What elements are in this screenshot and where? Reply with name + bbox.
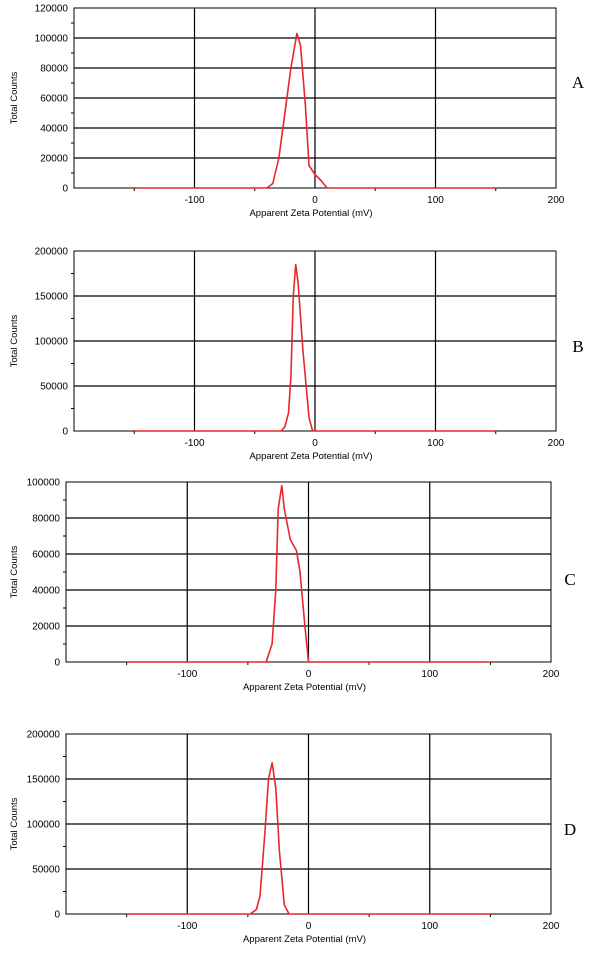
x-axis-label: Apparent Zeta Potential (mV): [243, 682, 366, 693]
x-tick-label: 100: [421, 921, 438, 932]
y-axis-label: Total Counts: [9, 314, 20, 367]
y-axis-label: Total Counts: [9, 71, 20, 124]
x-tick-label: -100: [184, 195, 204, 206]
panel-label: A: [572, 73, 585, 92]
y-axis-label: Total Counts: [9, 545, 20, 598]
x-tick-label: 200: [543, 669, 560, 680]
chart-panel-d: 0 50000 100000 150000 200000 -100 0 100 200 Appar…: [9, 730, 576, 946]
x-axis-label: Apparent Zeta Potential (mV): [249, 451, 372, 462]
y-tick-label: 0: [62, 184, 68, 195]
y-tick-label: 0: [54, 658, 60, 669]
series-line: [134, 32, 496, 189]
series-line: [126, 761, 491, 915]
y-tick-label: 0: [62, 427, 68, 438]
y-tick-label: 100000: [27, 478, 61, 489]
y-tick-label: 200000: [35, 247, 69, 258]
y-tick-label: 80000: [32, 514, 60, 525]
x-tick-label: 0: [312, 438, 318, 449]
x-tick-label: 0: [306, 921, 312, 932]
y-tick-label: 0: [54, 910, 60, 921]
y-tick-label: 100000: [35, 34, 69, 45]
series-line: [126, 484, 491, 663]
y-tick-label: 60000: [32, 550, 60, 561]
x-tick-label: -100: [184, 438, 204, 449]
x-tick-label: 100: [421, 669, 438, 680]
y-axis-label: Total Counts: [9, 797, 20, 850]
x-tick-label: 200: [548, 438, 565, 449]
panel-label: C: [564, 570, 575, 589]
y-tick-label: 20000: [32, 622, 60, 633]
y-tick-label: 50000: [40, 382, 68, 393]
y-tick-label: 60000: [40, 94, 68, 105]
y-tick-label: 200000: [27, 730, 61, 741]
x-tick-label: 100: [427, 438, 444, 449]
y-tick-label: 50000: [32, 865, 60, 876]
panel-label: B: [572, 337, 583, 356]
y-tick-label: 40000: [32, 586, 60, 597]
y-tick-label: 120000: [35, 4, 69, 15]
x-tick-label: 0: [306, 669, 312, 680]
x-tick-label: 100: [427, 195, 444, 206]
y-tick-label: 150000: [27, 775, 61, 786]
chart-panel-c: 0 20000 40000 60000 80000 100000 -100 0 100 200 Ap…: [9, 478, 576, 694]
chart-panel-b: 0 50000 100000 150000 200000 -100 0 100 200 Appar…: [9, 247, 584, 463]
x-tick-label: 200: [548, 195, 565, 206]
chart-panel-a: 0 20000 40000 60000 80000 100000 120000 -100 0 10…: [9, 4, 585, 220]
y-tick-label: 80000: [40, 64, 68, 75]
panel-label: D: [564, 820, 576, 839]
x-axis-label: Apparent Zeta Potential (mV): [243, 934, 366, 945]
x-tick-label: -100: [177, 669, 197, 680]
y-tick-label: 100000: [35, 337, 69, 348]
y-tick-label: 150000: [35, 292, 69, 303]
x-tick-label: 200: [543, 921, 560, 932]
x-axis-label: Apparent Zeta Potential (mV): [249, 208, 372, 219]
y-tick-label: 40000: [40, 124, 68, 135]
y-tick-label: 20000: [40, 154, 68, 165]
x-tick-label: -100: [177, 921, 197, 932]
x-tick-label: 0: [312, 195, 318, 206]
y-tick-label: 100000: [27, 820, 61, 831]
series-line: [134, 263, 496, 432]
